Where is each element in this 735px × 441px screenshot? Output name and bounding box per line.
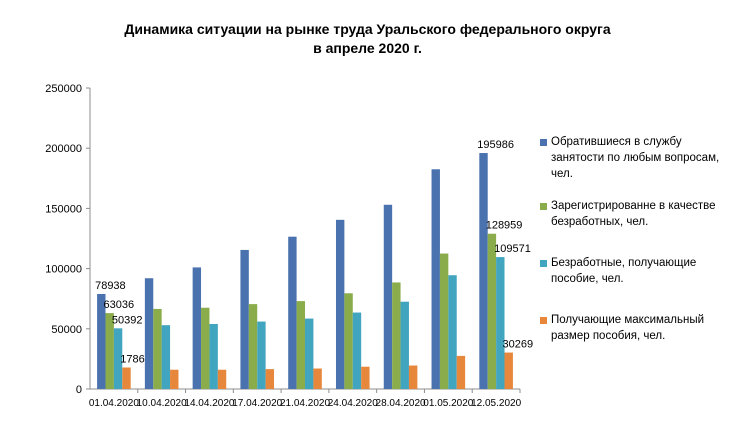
data-label: 17860 <box>120 353 151 365</box>
legend-swatch <box>540 317 547 324</box>
bar <box>144 278 154 389</box>
bar <box>296 301 305 389</box>
bar <box>265 369 275 389</box>
legend-label: Зарегистрированне в качестве безработных… <box>551 200 716 228</box>
bar <box>105 313 114 389</box>
bar <box>313 368 322 389</box>
y-tick-label: 150000 <box>45 203 82 215</box>
bar <box>479 153 488 389</box>
bar <box>448 275 457 389</box>
bar <box>305 318 314 389</box>
x-tick-label: 28.04.2020 <box>376 398 426 409</box>
data-label: 109571 <box>494 243 531 255</box>
bar <box>439 253 449 389</box>
data-label: 195986 <box>477 139 514 151</box>
bar <box>192 267 202 389</box>
x-tick-label: 12.05.2020 <box>471 398 521 409</box>
x-tick-label: 14.04.2020 <box>184 398 234 409</box>
chart-title: Динамика ситуации на рынке труда Уральск… <box>124 21 611 37</box>
bar <box>383 204 393 389</box>
bar <box>352 312 362 389</box>
x-tick-label: 01.05.2020 <box>423 398 473 409</box>
bar <box>97 293 106 389</box>
x-tick-label: 17.04.2020 <box>232 398 282 409</box>
legend-item: Безработные, получающие пособие, чел. <box>540 255 730 287</box>
x-tick-label: 01.04.2020 <box>89 398 139 409</box>
legend-item: Обратившиеся в службу занятости по любым… <box>540 134 730 182</box>
bar <box>153 308 162 389</box>
bar <box>400 301 409 389</box>
bar <box>361 366 370 389</box>
bar <box>209 323 218 389</box>
bar <box>257 321 266 389</box>
data-label: 30269 <box>503 339 534 351</box>
bar <box>431 169 440 389</box>
chart-legend: Обратившиеся в службу занятости по любым… <box>540 134 730 344</box>
legend-item: Получающие максимальный размер пособия, … <box>540 312 730 344</box>
data-label: 78938 <box>95 280 126 292</box>
data-label: 50392 <box>112 314 143 326</box>
y-tick-label: 50000 <box>51 324 82 336</box>
bar <box>161 325 171 389</box>
bar <box>248 304 258 389</box>
bar <box>408 365 418 389</box>
bar <box>122 367 131 389</box>
x-tick-label: 21.04.2020 <box>280 398 330 409</box>
legend-swatch <box>540 203 547 210</box>
y-tick-label: 0 <box>76 384 82 396</box>
bar <box>288 236 297 389</box>
bar <box>504 352 513 389</box>
bar <box>217 369 227 389</box>
y-tick-label: 200000 <box>45 143 82 155</box>
legend-swatch <box>540 260 547 267</box>
bar <box>456 355 466 389</box>
bar <box>344 293 353 389</box>
y-tick-label: 100000 <box>45 264 82 276</box>
bar <box>335 219 345 389</box>
y-tick-label: 250000 <box>45 83 82 95</box>
legend-label: Безработные, получающие пособие, чел. <box>551 257 697 285</box>
x-tick-label: 24.04.2020 <box>328 398 378 409</box>
legend-label: Обратившиеся в службу занятости по любым… <box>551 136 720 180</box>
bar <box>487 233 497 389</box>
chart-subtitle: в апреле 2020 г. <box>313 40 422 56</box>
bar <box>113 328 123 389</box>
bar <box>170 369 179 389</box>
chart-title-block: Динамика ситуации на рынке труда Уральск… <box>0 20 735 58</box>
data-label: 128959 <box>486 220 523 232</box>
legend-swatch <box>540 139 547 146</box>
bar <box>496 257 505 389</box>
data-label: 63036 <box>103 299 134 311</box>
bar <box>240 249 249 389</box>
bar <box>201 307 210 389</box>
legend-label: Получающие максимальный размер пособия, … <box>551 314 705 342</box>
bar <box>392 282 401 389</box>
legend-item: Зарегистрированне в качестве безработных… <box>540 198 730 230</box>
x-tick-label: 10.04.2020 <box>137 398 187 409</box>
